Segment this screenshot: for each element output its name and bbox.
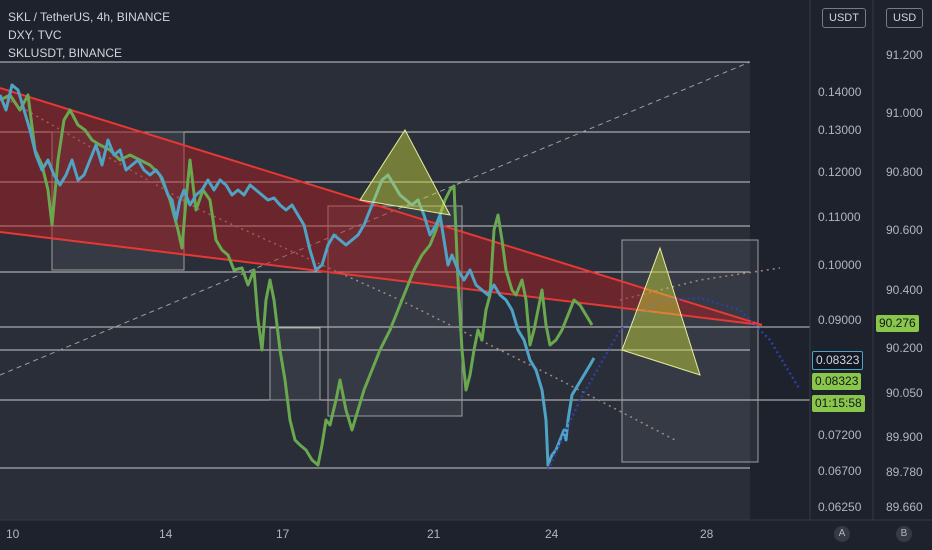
right-currency-button[interactable]: USD — [886, 8, 924, 28]
triangle-pattern-1 — [359, 129, 451, 216]
left-axis-tick: 0.06700 — [818, 464, 862, 478]
date-tick: 24 — [545, 527, 559, 541]
left-axis-tick: 0.10000 — [818, 258, 862, 272]
right-axis-tick: 90.200 — [886, 341, 923, 355]
left-axis-tick: 0.12000 — [818, 165, 862, 179]
log-scale-button[interactable]: B — [896, 526, 912, 542]
right-axis-tick: 91.200 — [886, 48, 923, 62]
horizontal-levels — [0, 61, 810, 469]
right-axis-tick: 90.050 — [886, 386, 923, 400]
legend-symbol-title[interactable]: SKL / TetherUS, 4h, BINANCE — [8, 10, 171, 24]
dxy-line — [0, 93, 594, 467]
right-axis-tick: 90.600 — [886, 223, 923, 237]
left-currency-button[interactable]: USDT — [822, 8, 866, 28]
right-axis-tick: 91.000 — [886, 106, 923, 120]
date-tick: 17 — [276, 527, 290, 541]
chart-legend: SKL / TetherUS, 4h, BINANCE DXY, TVC SKL… — [8, 8, 170, 62]
sklusdt-line — [0, 83, 596, 467]
right-axis-tick: 89.660 — [886, 500, 923, 514]
left-axis-tick: 0.06250 — [818, 500, 862, 514]
sklusdt-close-badge: 0.08323 — [812, 373, 862, 390]
date-tick: 10 — [6, 527, 20, 541]
plot-area — [0, 62, 750, 520]
left-axis-tick: 0.13000 — [818, 123, 862, 137]
right-axis-tick: 89.780 — [886, 465, 923, 479]
projection-path — [546, 296, 802, 471]
right-axis-tick: 90.800 — [886, 165, 923, 179]
right-axis-tick: 90.400 — [886, 283, 923, 297]
dashed-trendline — [0, 61, 751, 376]
wedge-upper-line — [0, 87, 763, 326]
date-tick: 14 — [159, 527, 173, 541]
legend-sklusdt[interactable]: SKLUSDT, BINANCE — [8, 46, 123, 60]
triangle-pattern-2 — [621, 246, 701, 376]
left-axis-tick: 0.09000 — [818, 313, 862, 327]
left-axis-tick: 0.07200 — [818, 428, 862, 442]
date-tick: 28 — [700, 527, 714, 541]
auto-scale-button[interactable]: A — [834, 526, 850, 542]
left-axis-tick: 0.14000 — [818, 85, 862, 99]
bar-countdown-badge: 01:15:58 — [812, 395, 865, 412]
dotted-downtrend — [0, 94, 676, 441]
left-axis-tick: 0.11000 — [818, 210, 861, 224]
plot-gutter — [750, 0, 810, 520]
legend-dxy[interactable]: DXY, TVC — [8, 28, 62, 42]
right-axis-tick: 89.900 — [886, 430, 923, 444]
wedge-lower-line — [0, 231, 763, 326]
dxy-price-badge: 90.276 — [876, 315, 919, 332]
sklusdt-price-badge: 0.08323 — [812, 351, 864, 370]
date-tick: 21 — [427, 527, 441, 541]
